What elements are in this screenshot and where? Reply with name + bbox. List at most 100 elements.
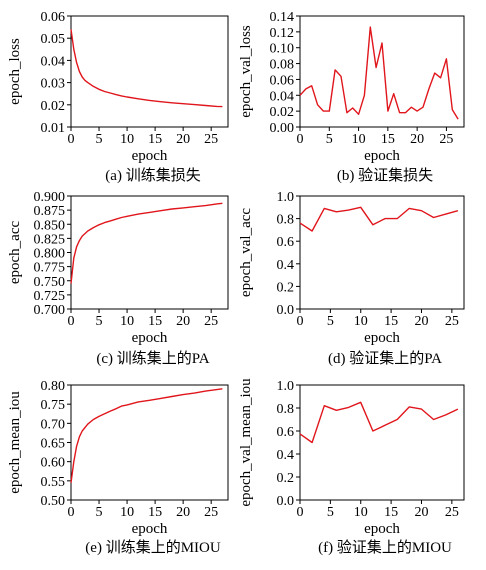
x-tick-label: 15 (384, 314, 398, 329)
y-tick-label: 0.70 (41, 417, 66, 432)
y-tick-label: 0.900 (34, 190, 66, 205)
x-tick-label: 20 (414, 314, 428, 329)
y-tick-label: 0.14 (270, 10, 295, 25)
y-tick-label: 0.08 (270, 58, 295, 73)
y-tick-label: 0.850 (34, 218, 66, 233)
y-tick-label: 0.50 (41, 494, 66, 509)
y-axis-label: epoch_val_mean_iou (238, 378, 254, 507)
panel-caption: (c) 训练集上的PA (96, 350, 209, 367)
chart-panel: 0 5 10 15 20 25 0.0 0.2 0.4 0.6 0.8 1.0 epoch epoch_v… (238, 378, 465, 556)
chart-panel: 0 5 10 15 20 25 0.50 0.55 0.60 0.65 0.70 0.75 0.80 ep… (7, 379, 229, 556)
y-tick-label: 0.750 (34, 275, 66, 290)
x-tick-label: 20 (176, 505, 190, 520)
plot-frame (70, 384, 229, 501)
y-tick-label: 1.0 (277, 190, 295, 205)
chart-panel: 0 5 10 15 20 25 0.000.020.040.060.080.100.120.… (238, 10, 465, 184)
y-tick-label: 0.0 (277, 303, 295, 318)
y-tick-label: 0.700 (34, 303, 66, 318)
x-tick-label: 0 (297, 505, 304, 520)
plot-frame (70, 15, 229, 128)
x-tick-label: 25 (439, 132, 453, 147)
x-tick-label: 25 (204, 314, 218, 329)
chart-panel: 0 5 10 15 20 25 0.0 0.2 0.4 0.6 0.8 1.0 epoch epoch_v… (238, 190, 465, 367)
y-axis-label: epoch_loss (7, 38, 23, 105)
y-tick-label: 0.4 (277, 448, 295, 463)
y-tick-label: 0.0 (277, 494, 295, 509)
y-tick-label: 0.04 (41, 54, 66, 69)
panel-caption: (d) 验证集上的PA (328, 350, 442, 367)
y-tick-label: 0.725 (34, 289, 66, 304)
x-tick-label: 0 (68, 505, 75, 520)
x-tick-label: 20 (176, 132, 190, 147)
x-axis-label: epoch (132, 330, 168, 346)
y-tick-label: 0.8 (277, 402, 295, 417)
series-line (299, 206, 459, 232)
x-axis-label: epoch (132, 148, 168, 164)
y-tick-label: 0.825 (34, 232, 66, 247)
x-axis-label: epoch (364, 148, 400, 164)
x-tick-label: 5 (96, 505, 103, 520)
x-tick-label: 15 (381, 132, 395, 147)
x-tick-label: 20 (176, 314, 190, 329)
x-axis-label: epoch (364, 330, 400, 346)
y-tick-label: 0.65 (41, 437, 66, 452)
x-tick-label: 0 (68, 132, 75, 147)
panel-caption: (b) 验证集损失 (337, 167, 433, 184)
x-axis-label: epoch (132, 521, 168, 537)
x-tick-label: 20 (414, 505, 428, 520)
y-tick-label: 0.6 (277, 235, 295, 250)
y-tick-label: 0.875 (34, 204, 66, 219)
x-tick-label: 15 (148, 314, 162, 329)
series-line (70, 202, 223, 284)
x-tick-label: 25 (204, 505, 218, 520)
x-tick-label: 5 (327, 505, 334, 520)
y-tick-label: 0.10 (270, 42, 295, 57)
series-line (299, 401, 459, 444)
y-tick-label: 0.775 (34, 261, 66, 276)
x-tick-label: 25 (445, 505, 459, 520)
y-axis-label: epoch_val_acc (238, 208, 254, 297)
panel-caption: (a) 训练集损失 (105, 167, 200, 184)
x-tick-label: 10 (120, 314, 134, 329)
y-tick-label: 0.60 (41, 456, 66, 471)
y-tick-label: 0.04 (270, 89, 295, 104)
chart-panel: 0 5 10 15 20 25 0.7000.7250.7500.7750.8000.825… (7, 190, 229, 367)
y-tick-label: 0.01 (41, 121, 66, 136)
y-tick-label: 0.2 (277, 471, 295, 486)
y-tick-label: 0.00 (270, 121, 295, 136)
x-tick-label: 10 (352, 132, 366, 147)
y-axis-label: epoch_val_loss (238, 25, 254, 118)
y-tick-label: 0.12 (270, 26, 295, 41)
y-tick-label: 0.06 (270, 73, 295, 88)
x-tick-label: 5 (326, 132, 333, 147)
x-tick-label: 0 (297, 132, 304, 147)
x-tick-label: 15 (148, 505, 162, 520)
y-tick-label: 1.0 (277, 379, 295, 394)
x-tick-label: 15 (148, 132, 162, 147)
x-tick-label: 10 (120, 505, 134, 520)
x-tick-label: 25 (204, 132, 218, 147)
x-tick-label: 0 (68, 314, 75, 329)
y-axis-label: epoch_acc (7, 221, 23, 285)
x-tick-label: 20 (410, 132, 424, 147)
panel-caption: (f) 验证集上的MIOU (318, 539, 452, 556)
y-tick-label: 0.05 (41, 32, 66, 47)
x-tick-label: 0 (297, 314, 304, 329)
y-tick-label: 0.80 (41, 379, 66, 394)
plot-frame (299, 384, 465, 501)
plot-frame (299, 195, 465, 310)
x-axis-label: epoch (364, 521, 400, 537)
panel-caption: (e) 训练集上的MIOU (85, 539, 221, 556)
chart-panel: 0 5 10 15 20 25 0.01 0.02 0.03 0.04 0.05 0.06 epoch e… (7, 10, 229, 184)
y-tick-label: 0.75 (41, 398, 66, 413)
series-line (70, 388, 223, 483)
y-tick-label: 0.02 (270, 105, 295, 120)
plot-frame (299, 15, 465, 128)
y-tick-label: 0.02 (41, 99, 66, 114)
y-tick-label: 0.03 (41, 77, 66, 92)
series-line (299, 26, 459, 120)
x-tick-label: 5 (327, 314, 334, 329)
y-tick-label: 0.55 (41, 475, 66, 490)
y-tick-label: 0.6 (277, 425, 295, 440)
y-tick-label: 0.2 (277, 280, 295, 295)
